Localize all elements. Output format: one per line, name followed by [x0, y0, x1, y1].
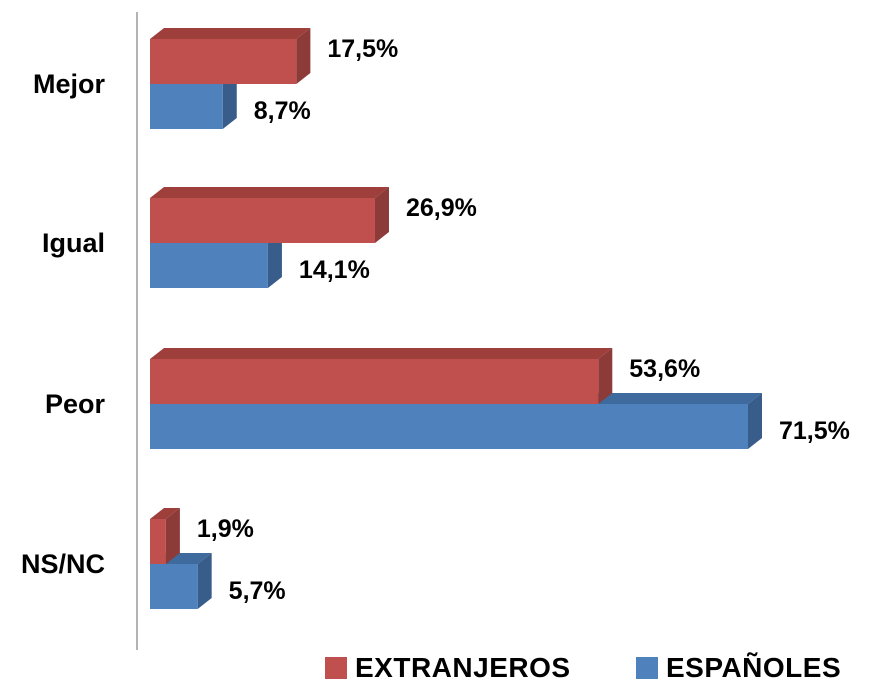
- bar-side-face: [598, 348, 613, 404]
- bar-side-face: [267, 232, 282, 288]
- bar-top-face: [150, 508, 180, 519]
- value-label-extranjeros: 53,6%: [629, 355, 700, 383]
- bar-top-face: [150, 28, 311, 39]
- bar-front-face: [150, 519, 166, 564]
- value-label-espanoles: 14,1%: [299, 256, 370, 284]
- bar-front-face: [150, 39, 297, 84]
- legend-swatch-extranjeros: [325, 657, 347, 679]
- legend-label-espanoles: ESPAÑOLES: [666, 652, 842, 683]
- bar-extranjeros-igual: [150, 187, 389, 243]
- value-label-extranjeros: 17,5%: [327, 35, 398, 63]
- legend-swatch-espanoles: [636, 657, 658, 679]
- value-label-espanoles: 71,5%: [779, 417, 850, 445]
- bar-top-face: [150, 348, 613, 359]
- value-label-extranjeros: 26,9%: [406, 194, 477, 222]
- bars-group: [150, 28, 762, 609]
- bar-top-face: [150, 187, 389, 198]
- bar-front-face: [150, 84, 223, 129]
- value-label-espanoles: 5,7%: [229, 577, 286, 605]
- bar-side-face: [222, 73, 237, 129]
- category-label-igual: Igual: [42, 228, 105, 258]
- value-label-espanoles: 8,7%: [254, 97, 311, 125]
- category-labels: Mejor Igual Peor NS/NC: [21, 69, 106, 579]
- bar-front-face: [150, 564, 198, 609]
- bar-side-face: [748, 393, 762, 449]
- category-label-peor: Peor: [45, 389, 106, 419]
- value-labels: 17,5% 8,7% 26,9% 14,1% 53,6% 71,5% 1,9% 5,7%: [197, 35, 850, 605]
- bar-extranjeros-peor: [150, 348, 613, 404]
- bar-side-face: [374, 187, 389, 243]
- bar-side-face: [296, 28, 311, 84]
- bar-side-face: [165, 508, 180, 564]
- bar-front-face: [150, 243, 268, 288]
- bar-front-face: [150, 198, 375, 243]
- bar-espanoles-ns-nc: [150, 553, 212, 609]
- bar-extranjeros-mejor: [150, 28, 311, 84]
- category-label-ns-nc: NS/NC: [21, 549, 105, 579]
- legend-extranjeros: EXTRANJEROS: [325, 652, 571, 684]
- bar-side-face: [197, 553, 212, 609]
- category-label-mejor: Mejor: [33, 69, 106, 99]
- bar-front-face: [150, 359, 599, 404]
- bar-extranjeros-ns-nc: [150, 508, 180, 564]
- legend-espanoles: ESPAÑOLES: [636, 652, 841, 684]
- bar-front-face: [150, 404, 748, 449]
- value-label-extranjeros: 1,9%: [197, 515, 254, 543]
- legend-label-extranjeros: EXTRANJEROS: [355, 652, 571, 683]
